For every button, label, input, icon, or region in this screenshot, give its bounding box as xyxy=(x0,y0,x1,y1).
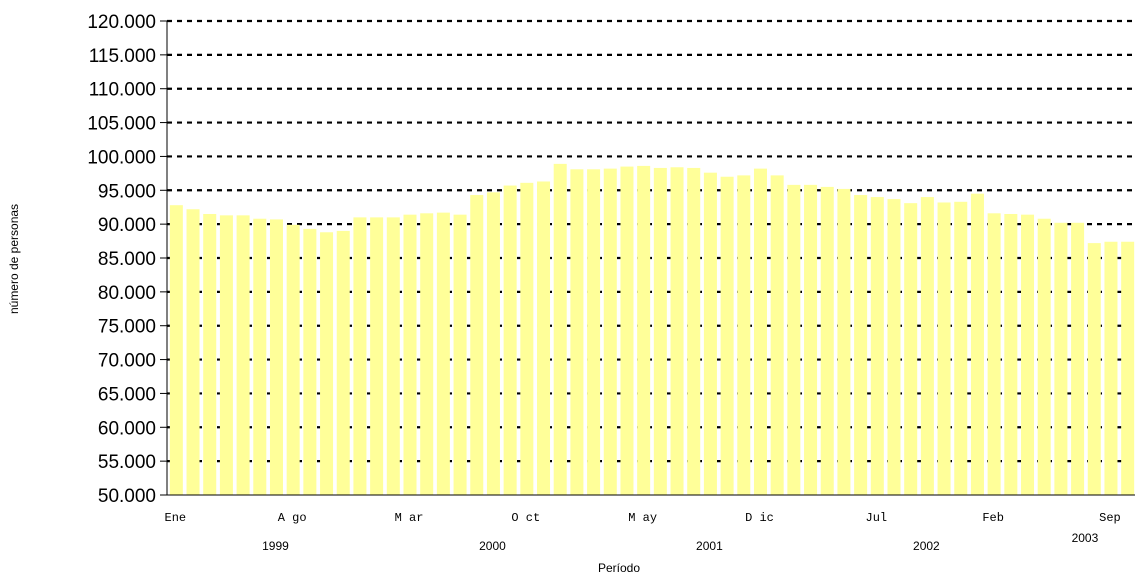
y-axis-label: número de personas xyxy=(7,204,21,314)
x-tick-label: Ene xyxy=(165,511,187,525)
bar xyxy=(1054,222,1068,495)
bar xyxy=(203,213,217,495)
bar xyxy=(453,214,467,496)
y-tick-label: 110.000 xyxy=(89,80,156,101)
bar xyxy=(403,214,417,496)
x-tick-label: M ay xyxy=(628,511,657,525)
bar xyxy=(670,167,684,495)
bar xyxy=(1121,241,1135,495)
y-tick-label: 60.000 xyxy=(98,418,156,439)
year-labels: 1999 2000 2001 2002 2003 xyxy=(262,531,1098,553)
bar xyxy=(370,217,384,495)
bar xyxy=(336,230,350,495)
bar xyxy=(1037,218,1051,495)
bar xyxy=(420,213,434,495)
y-tick-label: 85.000 xyxy=(98,249,156,270)
bar xyxy=(753,168,767,496)
bar xyxy=(537,181,551,496)
bar xyxy=(987,213,1001,495)
bar xyxy=(1087,243,1101,495)
bar xyxy=(520,182,534,495)
bar xyxy=(954,201,968,495)
bar xyxy=(570,169,584,495)
bar xyxy=(1004,213,1018,495)
bar xyxy=(553,163,567,495)
bar xyxy=(587,169,601,495)
y-tick-label: 90.000 xyxy=(98,215,156,236)
x-tick-label: Jul xyxy=(866,511,888,525)
bar xyxy=(219,215,233,495)
y-tick-label: 75.000 xyxy=(98,317,156,338)
bar xyxy=(1021,214,1035,496)
bar xyxy=(486,192,500,495)
bar xyxy=(904,203,918,495)
bar xyxy=(920,197,934,496)
bar xyxy=(737,175,751,496)
bar xyxy=(253,218,267,495)
y-tick-label: 105.000 xyxy=(87,114,156,135)
bar xyxy=(436,212,450,496)
bar xyxy=(804,184,818,495)
bar xyxy=(970,193,984,495)
bar xyxy=(770,175,784,496)
year-label: 2001 xyxy=(696,539,723,553)
y-tick-label: 115.000 xyxy=(89,46,156,67)
y-tick-label: 70.000 xyxy=(98,351,156,372)
bar xyxy=(703,172,717,495)
x-axis-label: Período xyxy=(598,561,640,575)
bar xyxy=(320,232,334,496)
bar xyxy=(720,176,734,495)
y-tick-labels: 50.000 55.000 60.000 65.000 70.000 75.000 80.0… xyxy=(87,12,156,507)
year-label: 2002 xyxy=(913,539,940,553)
y-tick-label: 80.000 xyxy=(98,283,156,304)
x-tick-label: M ar xyxy=(395,511,424,525)
x-tick-label: A go xyxy=(278,511,307,525)
bar xyxy=(169,205,183,495)
x-tick-label: O ct xyxy=(511,511,540,525)
bar xyxy=(603,168,617,496)
bar xyxy=(787,184,801,495)
x-tick-label: D ic xyxy=(745,511,774,525)
bar xyxy=(186,209,200,495)
year-label: 2003 xyxy=(1072,531,1099,545)
bar xyxy=(837,188,851,495)
bar xyxy=(303,228,317,495)
year-label: 1999 xyxy=(262,539,289,553)
year-label: 2000 xyxy=(479,539,506,553)
bar xyxy=(820,186,834,495)
y-tick-label: 50.000 xyxy=(98,486,156,507)
y-tick-label: 120.000 xyxy=(87,12,156,33)
y-tick-label: 95.000 xyxy=(98,181,156,202)
x-tick-label: Sep xyxy=(1099,511,1121,525)
bar xyxy=(854,195,868,496)
y-tick-label: 100.000 xyxy=(87,147,156,168)
bar xyxy=(269,219,283,495)
axes xyxy=(166,21,1135,496)
bar xyxy=(503,185,517,495)
bar xyxy=(887,199,901,496)
bar xyxy=(620,166,634,496)
bar xyxy=(470,195,484,496)
bar xyxy=(286,224,300,495)
x-tick-labels: Ene A go M ar O ct M ay D ic Jul Feb Sep xyxy=(165,511,1121,525)
bar xyxy=(637,165,651,495)
bar xyxy=(937,202,951,495)
bar xyxy=(353,217,367,495)
bar xyxy=(870,197,884,496)
y-tick-label: 65.000 xyxy=(98,384,156,405)
bar xyxy=(1071,222,1085,495)
bar xyxy=(653,167,667,495)
bar xyxy=(236,215,250,495)
bar xyxy=(687,167,701,495)
bar xyxy=(1104,241,1118,495)
bars xyxy=(169,163,1135,496)
y-tick-label: 55.000 xyxy=(98,452,156,473)
bar xyxy=(386,217,400,495)
x-tick-label: Feb xyxy=(982,511,1004,525)
